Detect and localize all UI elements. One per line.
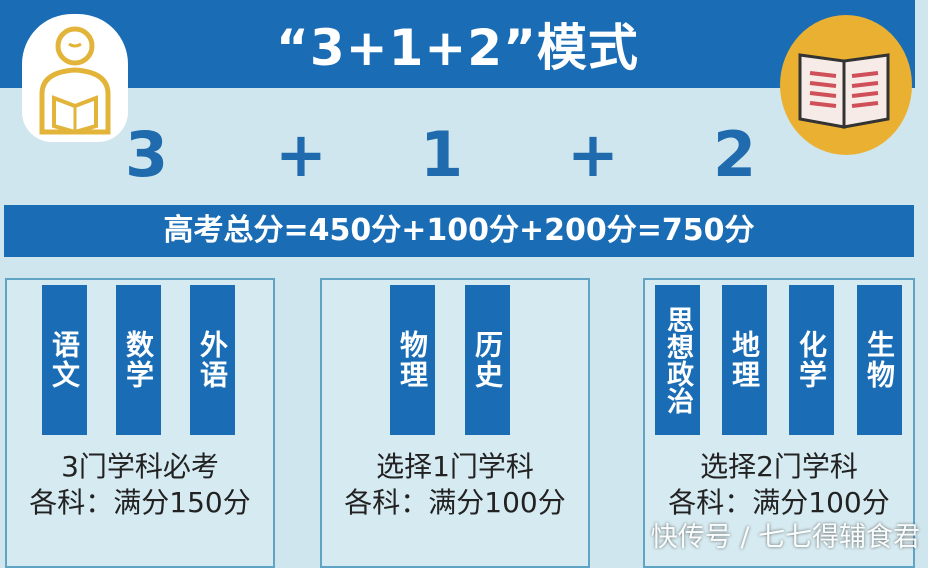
subject-tag-history: 历史 <box>465 285 510 435</box>
open-book-icon <box>780 15 912 155</box>
group-description: 选择2门学科 <box>700 450 858 483</box>
subject-tag-math: 数学 <box>116 285 161 435</box>
group-score: 各科：满分150分 <box>29 486 251 519</box>
formula-3: 3 <box>125 118 169 191</box>
formula-2: 2 <box>713 118 757 191</box>
reading-person-icon <box>22 14 128 142</box>
subject-tag-chinese: 语文 <box>42 285 87 435</box>
formula-plus: + <box>275 118 327 191</box>
group-description: 3门学科必考 <box>61 450 219 483</box>
group-description: 选择1门学科 <box>376 450 534 483</box>
group-score: 各科：满分100分 <box>668 486 890 519</box>
subject-tag-physics: 物理 <box>390 285 435 435</box>
subject-tag-biology: 生物 <box>857 285 902 435</box>
subject-tag-foreign-language: 外语 <box>190 285 235 435</box>
subject-tag-geography: 地理 <box>722 285 767 435</box>
subject-tag-chemistry: 化学 <box>789 285 834 435</box>
header-banner <box>0 0 915 88</box>
formula-plus: + <box>567 118 619 191</box>
group-choose-one: 选择1门学科 各科：满分100分 <box>320 278 590 568</box>
formula-1: 1 <box>420 118 464 191</box>
subject-tag-politics: 思想政治 <box>655 285 700 435</box>
group-score: 各科：满分100分 <box>344 486 566 519</box>
watermark: 快传号 / 七七得辅食君 <box>650 522 920 553</box>
page-title: “3+1+2”模式 <box>276 19 639 77</box>
total-score-banner: 高考总分=450分+100分+200分=750分 <box>4 205 914 257</box>
